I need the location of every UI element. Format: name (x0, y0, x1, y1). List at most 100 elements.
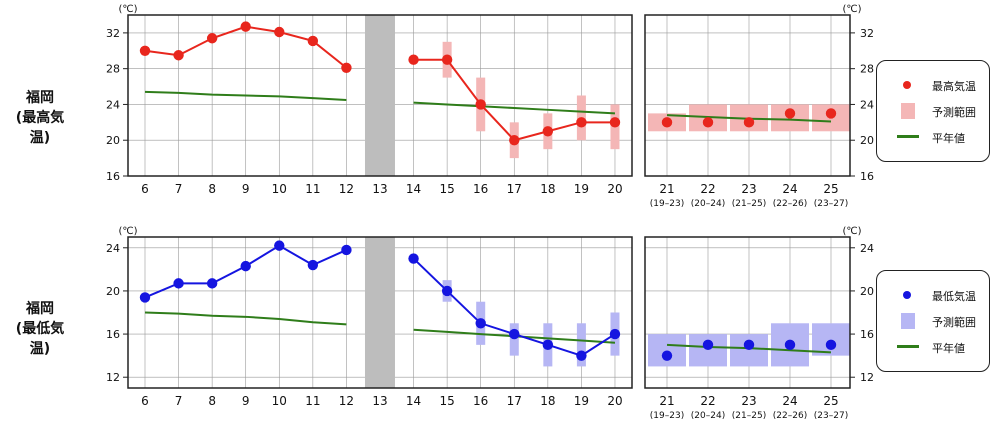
min-forecast-point-14 (408, 253, 419, 264)
green-line-icon (897, 135, 919, 138)
min-xtick-sublabel-2wk: (21–25) (732, 411, 766, 421)
row-label-min: 福岡 (最低気温) (8, 299, 72, 359)
min-xtick-sublabel-2wk: (23–27) (814, 411, 848, 421)
max-xtick-label: 7 (175, 182, 183, 196)
max-ytick-label-left: 28 (106, 63, 120, 76)
legend-min: 最低気温 予測範囲 平年値 (876, 270, 990, 372)
max-xtick-label: 8 (208, 182, 216, 196)
min-observed-point-12 (341, 244, 352, 256)
max-forecast-point-15 (441, 54, 453, 65)
max-2wk-panel-frame (644, 14, 851, 177)
min-observed-point-7 (173, 278, 184, 289)
max-2wk-point-21 (661, 117, 673, 128)
min-xtick-label: 13 (372, 394, 387, 408)
min-range-box-22 (689, 334, 727, 367)
max-forecast-point-14 (408, 54, 419, 65)
min-observed-point-11 (307, 259, 319, 271)
min-ytick-label-right: 24 (860, 242, 874, 255)
min-xtick-label: 20 (607, 394, 622, 408)
max-xtick-label: 11 (305, 182, 320, 196)
max-observed-point-8 (206, 33, 218, 44)
max-panel-frame (127, 14, 633, 177)
max-xtick-label: 19 (574, 182, 589, 196)
max-ytick-label-right: 16 (860, 170, 874, 183)
min-2wk-panel-frame (644, 236, 851, 389)
legend-min-observed-label: 最低気温 (932, 290, 976, 303)
min-xtick-label-2wk: 23 (741, 394, 756, 408)
min-2wk-point-23 (743, 339, 755, 351)
row-label-max-kind: (最高気温) (15, 110, 65, 146)
row-label-min-kind: (最低気温) (15, 321, 65, 357)
min-ytick-label-left: 16 (106, 328, 120, 341)
max-xtick-label: 6 (141, 182, 149, 196)
min-forecast-point-18 (542, 339, 554, 351)
max-observed-point-11 (307, 35, 319, 47)
min-ytick-label-left: 20 (106, 285, 120, 298)
min-xtick-label-2wk: 25 (823, 394, 838, 408)
row-label-max: 福岡 (最高気温) (8, 88, 72, 148)
min-ytick-label-left: 12 (106, 371, 120, 384)
max-xtick-label: 18 (540, 182, 555, 196)
blue-dot-icon (903, 291, 911, 299)
min-xtick-label: 19 (574, 394, 589, 408)
min-ytick-label-left: 24 (106, 242, 120, 255)
min-2wk-point-24 (784, 339, 796, 351)
legend-max-observed-label: 最高気温 (932, 80, 976, 93)
min-observed-point-8 (206, 278, 218, 289)
min-xtick-label: 16 (473, 394, 488, 408)
min-forecast-point-19 (576, 350, 587, 361)
min-range-bar-19 (576, 323, 586, 367)
min-ytick-label-right: 20 (860, 285, 874, 298)
legend-max: 最高気温 予測範囲 平年値 (876, 60, 990, 162)
max-missing-day-band (364, 15, 395, 176)
max-xtick-sublabel-2wk: (21–25) (732, 199, 766, 209)
min-xtick-label: 11 (305, 394, 320, 408)
max-xtick-label: 14 (406, 182, 421, 196)
red-dot-icon (903, 81, 911, 89)
legend-max-observed: 最高気温 (877, 75, 989, 95)
max-unit-label-left: (℃) (118, 4, 137, 15)
legend-min-normal: 平年値 (877, 337, 989, 357)
min-xtick-label: 17 (507, 394, 522, 408)
min-range-box-25 (812, 323, 850, 356)
min-ytick-label-right: 12 (860, 371, 874, 384)
max-observed-point-7 (173, 50, 184, 61)
min-xtick-label: 7 (175, 394, 183, 408)
max-xtick-label: 16 (473, 182, 488, 196)
min-normal-line-1 (144, 311, 347, 326)
legend-min-observed: 最低気温 (877, 285, 989, 305)
min-2wk-point-21 (661, 350, 673, 361)
min-2wk-point-22 (702, 339, 714, 351)
max-2wk-point-22 (702, 117, 714, 128)
max-observed-point-10 (274, 26, 285, 38)
min-xtick-label: 15 (439, 394, 454, 408)
max-xtick-sublabel-2wk: (19–23) (650, 199, 684, 209)
lavender-box-icon (901, 313, 915, 329)
max-forecast-point-17 (509, 135, 520, 146)
min-forecast-point-16 (475, 318, 486, 329)
min-xtick-label: 14 (406, 394, 421, 408)
max-xtick-label-2wk: 22 (700, 182, 715, 196)
min-xtick-sublabel-2wk: (22–26) (773, 411, 807, 421)
max-ytick-label-right: 32 (860, 27, 874, 40)
min-forecast-point-20 (609, 328, 621, 340)
max-observed-point-6 (139, 45, 151, 56)
max-xtick-sublabel-2wk: (22–26) (773, 199, 807, 209)
legend-min-range: 予測範囲 (877, 311, 989, 331)
max-xtick-label: 10 (272, 182, 287, 196)
min-forecast-point-17 (509, 328, 520, 340)
min-unit-label-left: (℃) (118, 226, 137, 237)
max-normal-line-2 (413, 101, 616, 115)
max-ytick-label-right: 28 (860, 63, 874, 76)
min-xtick-label: 6 (141, 394, 149, 408)
max-xtick-label-2wk: 24 (782, 182, 797, 196)
min-xtick-sublabel-2wk: (20–24) (691, 411, 725, 421)
min-2wk-point-25 (825, 339, 837, 351)
min-observed-point-6 (139, 292, 151, 303)
min-ytick-label-right: 16 (860, 328, 874, 341)
max-observed-point-12 (341, 62, 352, 73)
min-xtick-label-2wk: 21 (659, 394, 674, 408)
max-xtick-label: 15 (439, 182, 454, 196)
max-forecast-point-18 (542, 126, 554, 137)
